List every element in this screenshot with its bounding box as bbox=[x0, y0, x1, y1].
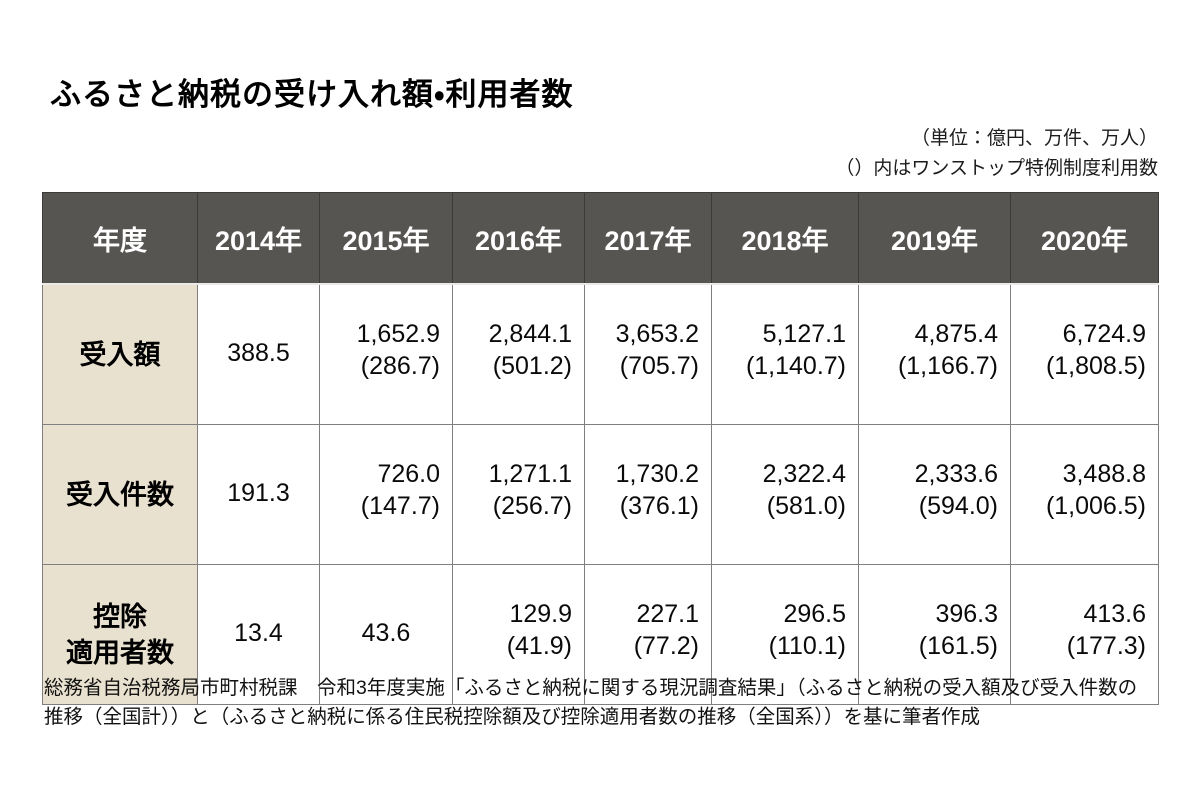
cell-subvalue: (147.7) bbox=[360, 491, 440, 520]
data-cell: 3,488.8 (1,006.5) bbox=[1010, 424, 1159, 565]
data-cell: 3,653.2 (705.7) bbox=[584, 283, 712, 425]
data-cell: 1,271.1 (256.7) bbox=[452, 424, 585, 565]
data-cell: 191.3 bbox=[197, 424, 320, 565]
cell-subvalue: (161.5) bbox=[918, 631, 998, 660]
cell-value: 413.6 bbox=[1083, 599, 1146, 628]
cell-value: 43.6 bbox=[361, 618, 411, 647]
cell-subvalue: (110.1) bbox=[768, 631, 846, 660]
cell-subvalue: (256.7) bbox=[492, 491, 572, 520]
cell-value: 296.5 bbox=[783, 599, 846, 628]
cell-value: 726.0 bbox=[377, 459, 440, 488]
header-row: 年度 2014年 2015年 2016年 2017年 2018年 2019年 2… bbox=[42, 192, 1159, 285]
data-cell: 413.6 (177.3) bbox=[1010, 564, 1159, 705]
cell-value: 388.5 bbox=[227, 338, 290, 367]
cell-value: 6,724.9 bbox=[1062, 319, 1146, 348]
cell-value: 1,730.2 bbox=[615, 459, 699, 488]
cell-subvalue: (501.2) bbox=[492, 351, 572, 380]
data-cell: 1,652.9 (286.7) bbox=[319, 283, 453, 425]
column-header-2016: 2016年 bbox=[452, 192, 585, 285]
page-title: ふるさと納税の受け入れ額・利用者数 bbox=[50, 76, 574, 112]
source-note-line2: 推移（全国計））と（ふるさと納税に係る住民税控除額及び控除適用者数の推移（全国系… bbox=[44, 706, 981, 728]
cell-subvalue: (1,006.5) bbox=[1045, 491, 1146, 520]
cell-value: 129.9 bbox=[509, 599, 572, 628]
furusato-nozei-table: 年度 2014年 2015年 2016年 2017年 2018年 2019年 2… bbox=[42, 192, 1159, 705]
column-header-2018: 2018年 bbox=[711, 192, 859, 285]
data-cell: 2,322.4 (581.0) bbox=[711, 424, 859, 565]
data-cell: 296.5 (110.1) bbox=[711, 564, 859, 705]
data-cell: 43.6 bbox=[319, 564, 453, 705]
data-cell: 6,724.9 (1,808.5) bbox=[1010, 283, 1159, 425]
cell-value: 2,333.6 bbox=[914, 459, 998, 488]
cell-subvalue: (581.0) bbox=[766, 491, 846, 520]
table-notes: （単位：億円、万件、万人） （）内はワンストップ特例制度利用数 bbox=[835, 124, 1158, 184]
source-note: 総務省自治税務局市町村税課 令和3年度実施「ふるさと納税に関する現況調査結果」（… bbox=[44, 674, 1164, 732]
row-label-ukeiregaku: 受入額 bbox=[42, 283, 198, 425]
source-note-line1: 総務省自治税務局市町村税課 令和3年度実施「ふるさと納税に関する現況調査結果」（… bbox=[44, 677, 1138, 699]
cell-subvalue: (177.3) bbox=[1066, 631, 1146, 660]
cell-value: 396.3 bbox=[935, 599, 998, 628]
cell-value: 3,653.2 bbox=[615, 319, 699, 348]
data-cell: 13.4 bbox=[197, 564, 320, 705]
column-header-2015: 2015年 bbox=[319, 192, 453, 285]
parenthesis-note: （）内はワンストップ特例制度利用数 bbox=[835, 158, 1158, 179]
cell-subvalue: (41.9) bbox=[506, 631, 572, 660]
cell-subvalue: (1,808.5) bbox=[1045, 351, 1146, 380]
cell-subvalue: (77.2) bbox=[633, 631, 699, 660]
cell-value: 1,652.9 bbox=[356, 319, 440, 348]
column-header-2020: 2020年 bbox=[1010, 192, 1159, 285]
column-header-2019: 2019年 bbox=[858, 192, 1011, 285]
data-cell: 2,844.1 (501.2) bbox=[452, 283, 585, 425]
data-cell: 388.5 bbox=[197, 283, 320, 425]
cell-value: 4,875.4 bbox=[914, 319, 998, 348]
data-cell: 1,730.2 (376.1) bbox=[584, 424, 712, 565]
table-row-ukeirekensu: 受入件数 191.3 726.0 (147.7) 1,271.1 (256.7) 1… bbox=[42, 424, 1159, 565]
cell-subvalue: (376.1) bbox=[619, 491, 699, 520]
unit-note: （単位：億円、万件、万人） bbox=[910, 128, 1158, 149]
cell-subvalue: (705.7) bbox=[619, 351, 699, 380]
table-row-ukeiregaku: 受入額 388.5 1,652.9 (286.7) 2,844.1 (501.2) … bbox=[42, 283, 1159, 425]
data-cell: 4,875.4 (1,166.7) bbox=[858, 283, 1011, 425]
corner-header-nendo: 年度 bbox=[42, 192, 198, 285]
cell-value: 5,127.1 bbox=[762, 319, 846, 348]
row-label-kojo-tekiyoshasu: 控除 適用者数 bbox=[42, 564, 198, 705]
cell-value: 1,271.1 bbox=[488, 459, 572, 488]
data-cell: 396.3 (161.5) bbox=[858, 564, 1011, 705]
cell-value: 2,844.1 bbox=[488, 319, 572, 348]
cell-subvalue: (1,166.7) bbox=[897, 351, 998, 380]
cell-value: 2,322.4 bbox=[762, 459, 846, 488]
column-header-2014: 2014年 bbox=[197, 192, 320, 285]
column-header-2017: 2017年 bbox=[584, 192, 712, 285]
cell-subvalue: (1,140.7) bbox=[745, 351, 846, 380]
data-cell: 2,333.6 (594.0) bbox=[858, 424, 1011, 565]
cell-subvalue: (286.7) bbox=[360, 351, 440, 380]
data-cell: 726.0 (147.7) bbox=[319, 424, 453, 565]
cell-value: 3,488.8 bbox=[1062, 459, 1146, 488]
data-cell: 227.1 (77.2) bbox=[584, 564, 712, 705]
cell-subvalue: (594.0) bbox=[918, 491, 998, 520]
cell-value: 191.3 bbox=[227, 478, 290, 507]
table-row-kojo-tekiyoshasu: 控除 適用者数 13.4 43.6 129.9 (41.9) 227.1 (77.2… bbox=[42, 564, 1159, 705]
data-cell: 5,127.1 (1,140.7) bbox=[711, 283, 859, 425]
data-cell: 129.9 (41.9) bbox=[452, 564, 585, 705]
cell-value: 227.1 bbox=[636, 599, 699, 628]
cell-value: 13.4 bbox=[234, 618, 283, 647]
row-label-ukeirekensu: 受入件数 bbox=[42, 424, 198, 565]
